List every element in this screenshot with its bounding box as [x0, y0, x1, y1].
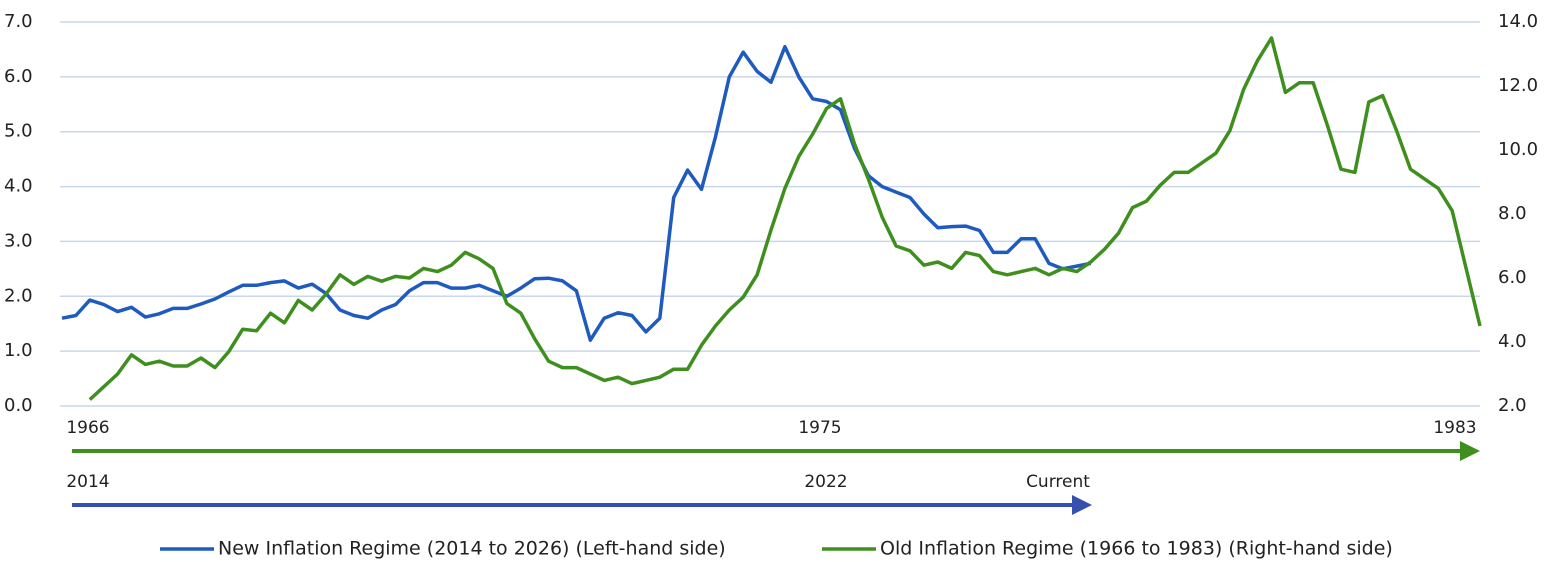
y-tick-label: 6.0 — [4, 66, 33, 87]
annotation: Current — [1026, 472, 1090, 492]
y2-tick-label: 14.0 — [1498, 11, 1538, 32]
annotation: 2014 — [66, 472, 109, 492]
annotation: 1966 — [66, 418, 109, 438]
legend-label: Old Inflation Regime (1966 to 1983) (Rig… — [880, 538, 1393, 560]
y-tick-label: 7.0 — [4, 11, 33, 32]
y2-tick-label: 10.0 — [1498, 139, 1538, 160]
y-tick-label: 2.0 — [4, 285, 33, 306]
y-tick-label: 3.0 — [4, 230, 33, 251]
y2-tick-label: 6.0 — [1498, 267, 1527, 288]
legend-label: New Inflation Regime (2014 to 2026) (Lef… — [218, 538, 726, 560]
series-line — [88, 36, 1482, 401]
y2-tick-label: 2.0 — [1498, 395, 1527, 416]
y2-tick-label: 4.0 — [1498, 331, 1527, 352]
annotation: 2022 — [804, 472, 847, 492]
annotation: 1983 — [1433, 418, 1476, 438]
y-tick-label: 5.0 — [4, 121, 33, 142]
y-tick-label: 0.0 — [4, 395, 33, 416]
annotation: 1975 — [798, 418, 841, 438]
y2-tick-label: 12.0 — [1498, 75, 1538, 96]
y-tick-label: 1.0 — [4, 340, 33, 361]
y-tick-label: 4.0 — [4, 176, 33, 197]
y2-tick-label: 8.0 — [1498, 203, 1527, 224]
series-line — [61, 44, 1092, 342]
